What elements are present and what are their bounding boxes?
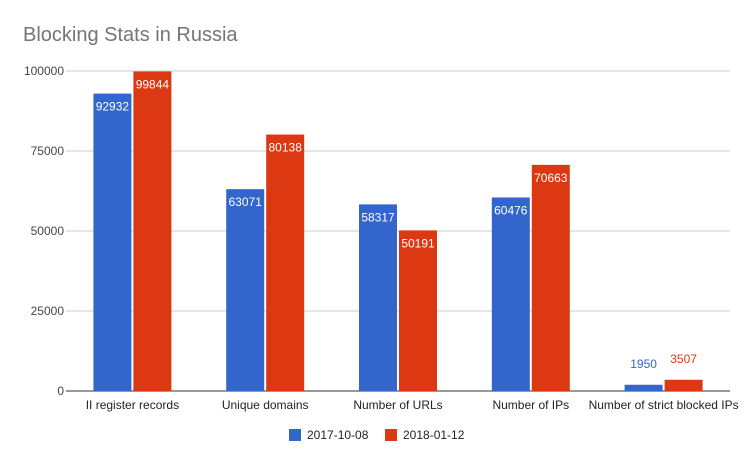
legend-swatch <box>385 429 397 441</box>
y-tick-label: 75000 <box>31 144 65 158</box>
chart-title: Blocking Stats in Russia <box>23 24 238 46</box>
bar-2-3 <box>399 230 437 391</box>
data-label: 99844 <box>136 77 170 91</box>
bar-2-4 <box>531 164 570 391</box>
bar-2-5 <box>664 379 703 391</box>
data-label: 50191 <box>401 236 435 250</box>
y-tick-label: 100000 <box>24 64 64 78</box>
y-tick-label: 25000 <box>31 304 65 318</box>
data-label: 80138 <box>269 141 303 155</box>
bar-2-1 <box>133 71 172 391</box>
x-axis-categories: II register records Unique domains Number … <box>86 398 739 412</box>
legend: 2017-10-08 2018-01-12 <box>289 428 465 442</box>
x-category-label: Number of IPs <box>492 398 569 412</box>
legend-swatch <box>289 429 301 441</box>
data-label: 92932 <box>96 100 130 114</box>
y-axis-ticks: 0 25000 50000 75000 100000 <box>24 64 64 398</box>
data-label: 58317 <box>361 210 395 224</box>
data-labels: 92932 99844 63071 80138 58317 50191 60476 70663… <box>96 77 698 370</box>
data-label: 70663 <box>534 171 568 185</box>
legend-label: 2018-01-12 <box>403 428 465 442</box>
data-label: 3507 <box>670 352 697 366</box>
x-category-label: Number of strict blocked IPs <box>589 398 739 412</box>
bar-1-3 <box>359 204 397 391</box>
x-category-label: II register records <box>86 398 179 412</box>
data-label: 63071 <box>229 195 263 209</box>
gridlines <box>66 70 730 392</box>
legend-label: 2017-10-08 <box>307 428 369 442</box>
bar-1-5 <box>624 384 663 391</box>
bars <box>93 71 703 391</box>
bar-2-2 <box>266 134 305 391</box>
bar-1-1 <box>93 93 132 391</box>
y-tick-label: 50000 <box>31 224 65 238</box>
x-category-label: Number of URLs <box>353 398 442 412</box>
x-category-label: Unique domains <box>222 398 309 412</box>
data-label: 1950 <box>630 357 657 371</box>
bar-1-2 <box>226 189 265 391</box>
data-label: 60476 <box>494 203 528 217</box>
bar-1-4 <box>491 197 530 391</box>
y-tick-label: 0 <box>57 384 64 398</box>
